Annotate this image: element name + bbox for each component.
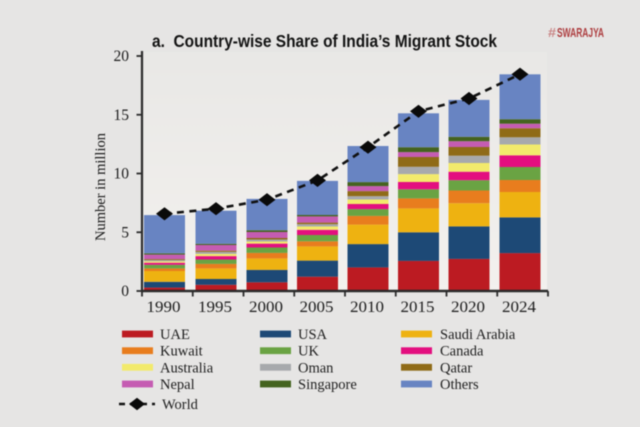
svg-text:2005: 2005	[300, 299, 334, 316]
svg-text:UAE: UAE	[160, 327, 190, 343]
svg-text:1990: 1990	[147, 299, 181, 316]
svg-text:0: 0	[121, 283, 129, 300]
svg-text:Nepal: Nepal	[160, 377, 195, 393]
svg-text:1995: 1995	[198, 299, 232, 316]
svg-text:#: #	[548, 25, 557, 40]
svg-text:15: 15	[114, 107, 130, 124]
svg-text:Oman: Oman	[298, 360, 334, 376]
svg-text:USA: USA	[298, 327, 328, 343]
svg-text:Others: Others	[440, 377, 479, 393]
svg-text:SWARAJYA: SWARAJYA	[557, 25, 604, 40]
svg-text:2000: 2000	[249, 299, 283, 316]
svg-text:Canada: Canada	[440, 344, 484, 360]
svg-text:2015: 2015	[401, 299, 435, 316]
svg-text:10: 10	[114, 166, 130, 183]
svg-text:Saudi Arabia: Saudi Arabia	[440, 327, 516, 343]
svg-text:Singapore: Singapore	[298, 377, 357, 393]
svg-text:5: 5	[121, 224, 129, 241]
svg-text:Qatar: Qatar	[440, 360, 472, 376]
svg-text:2024: 2024	[502, 299, 536, 316]
svg-text:World: World	[162, 397, 199, 413]
svg-text:Australia: Australia	[160, 360, 214, 376]
svg-text:2010: 2010	[350, 299, 384, 316]
svg-text:2020: 2020	[451, 299, 485, 316]
svg-text:UK: UK	[298, 344, 319, 360]
svg-text:Number in million: Number in million	[93, 132, 109, 241]
svg-text:a. Country-wise Share of Indi: a. Country-wise Share of India’s Migrant…	[152, 31, 497, 51]
svg-text:20: 20	[114, 48, 130, 65]
svg-text:Kuwait: Kuwait	[160, 344, 203, 360]
